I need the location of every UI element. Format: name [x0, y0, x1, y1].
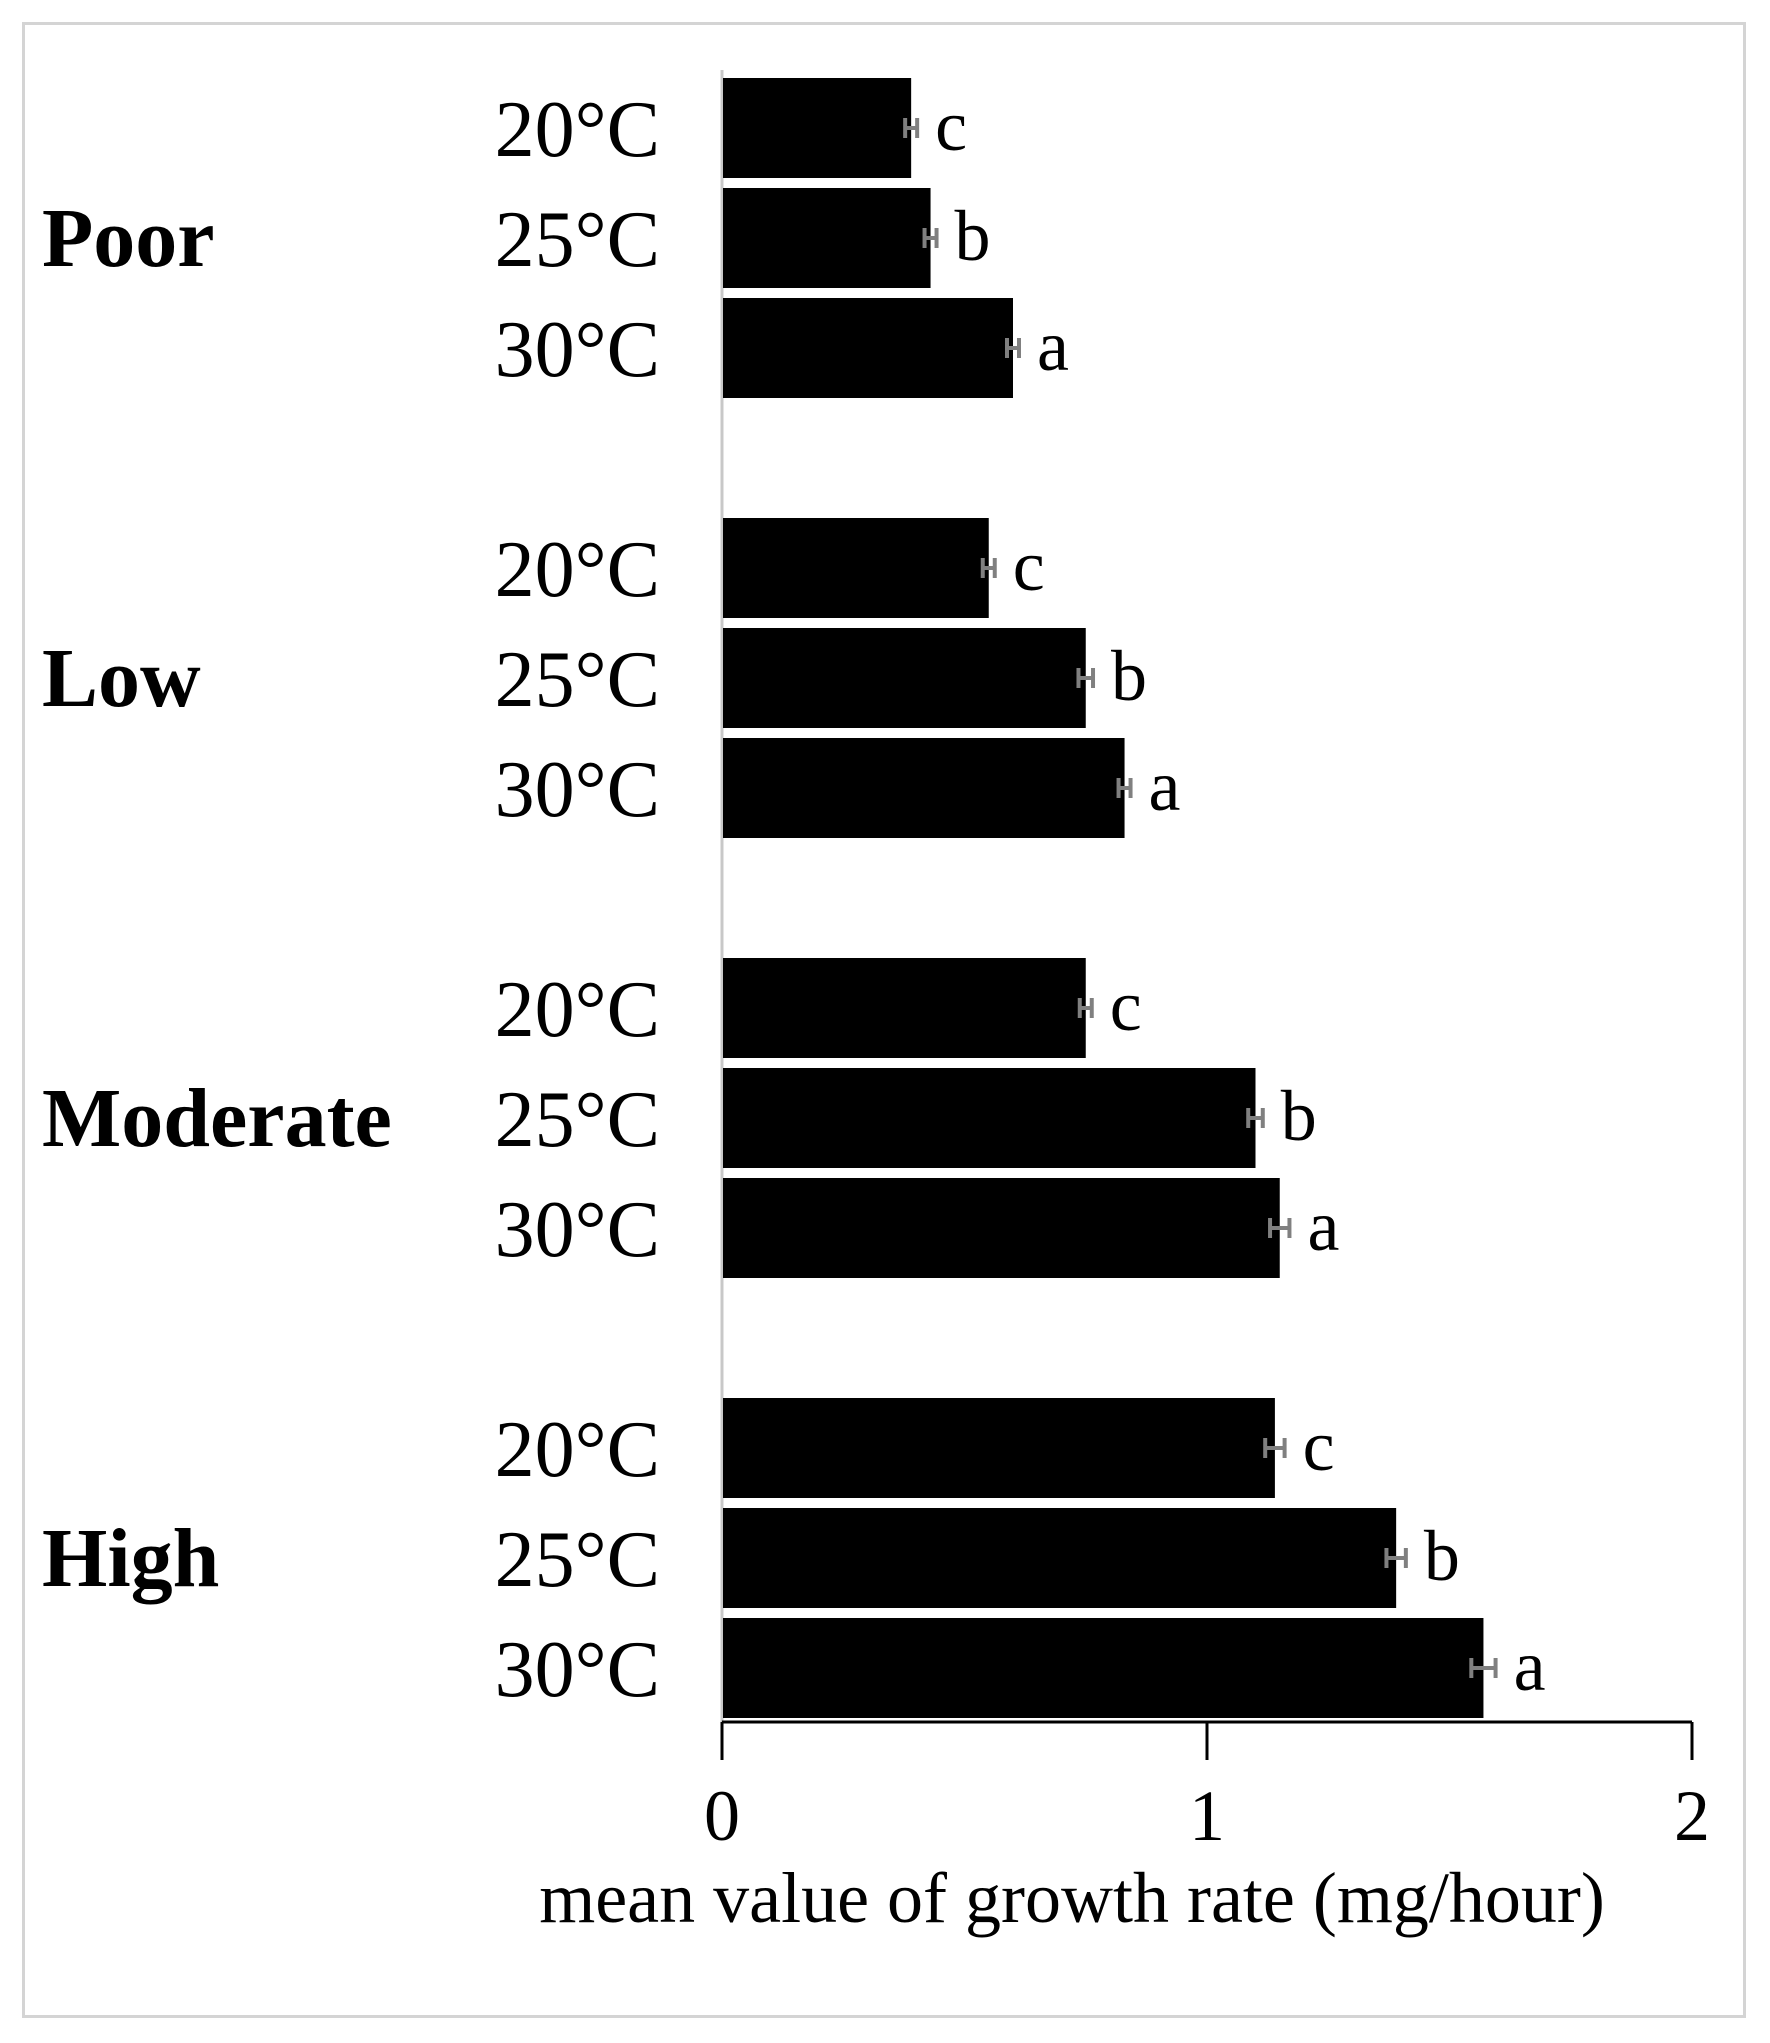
bar-low-20C	[723, 518, 989, 618]
bar-high-25C	[723, 1508, 1397, 1608]
x-tick-label: 0	[704, 1776, 740, 1856]
group-label-moderate: Moderate	[42, 1072, 392, 1165]
x-tick-label: 1	[1189, 1776, 1225, 1856]
significance-letter: b	[1281, 1076, 1317, 1156]
temperature-label: 30°C	[495, 1626, 660, 1714]
temperature-label: 25°C	[495, 636, 660, 724]
temperature-label: 30°C	[495, 1186, 660, 1274]
group-label-poor: Poor	[42, 192, 215, 285]
temperature-label: 25°C	[495, 196, 660, 284]
significance-letter: b	[1111, 636, 1147, 716]
bar-high-30C	[723, 1618, 1484, 1718]
significance-letter: a	[1149, 746, 1181, 826]
bar-poor-25C	[723, 188, 931, 288]
significance-letter: b	[955, 196, 991, 276]
x-axis-title: mean value of growth rate (mg/hour)	[539, 1858, 1605, 1938]
bar-low-25C	[723, 628, 1086, 728]
significance-letter: a	[1037, 306, 1069, 386]
temperature-label: 20°C	[495, 526, 660, 614]
significance-letter: a	[1514, 1626, 1546, 1706]
group-label-high: High	[42, 1512, 219, 1605]
significance-letter: c	[1110, 966, 1142, 1046]
bar-moderate-30C	[723, 1178, 1280, 1278]
temperature-label: 30°C	[495, 306, 660, 394]
temperature-label: 30°C	[495, 746, 660, 834]
significance-letter: c	[1303, 1406, 1335, 1486]
bar-poor-30C	[723, 298, 1013, 398]
significance-letter: c	[1013, 526, 1045, 606]
bar-low-30C	[723, 738, 1125, 838]
bar-high-20C	[723, 1398, 1275, 1498]
temperature-label: 20°C	[495, 1406, 660, 1494]
temperature-label: 25°C	[495, 1516, 660, 1604]
significance-letter: c	[935, 86, 967, 166]
temperature-label: 20°C	[495, 966, 660, 1054]
bar-moderate-25C	[723, 1068, 1256, 1168]
x-tick-label: 2	[1674, 1776, 1710, 1856]
temperature-label: 20°C	[495, 86, 660, 174]
temperature-label: 25°C	[495, 1076, 660, 1164]
significance-letter: b	[1424, 1516, 1460, 1596]
bar-moderate-20C	[723, 958, 1086, 1058]
bar-poor-20C	[723, 78, 912, 178]
group-label-low: Low	[42, 632, 201, 725]
significance-letter: a	[1307, 1186, 1339, 1266]
